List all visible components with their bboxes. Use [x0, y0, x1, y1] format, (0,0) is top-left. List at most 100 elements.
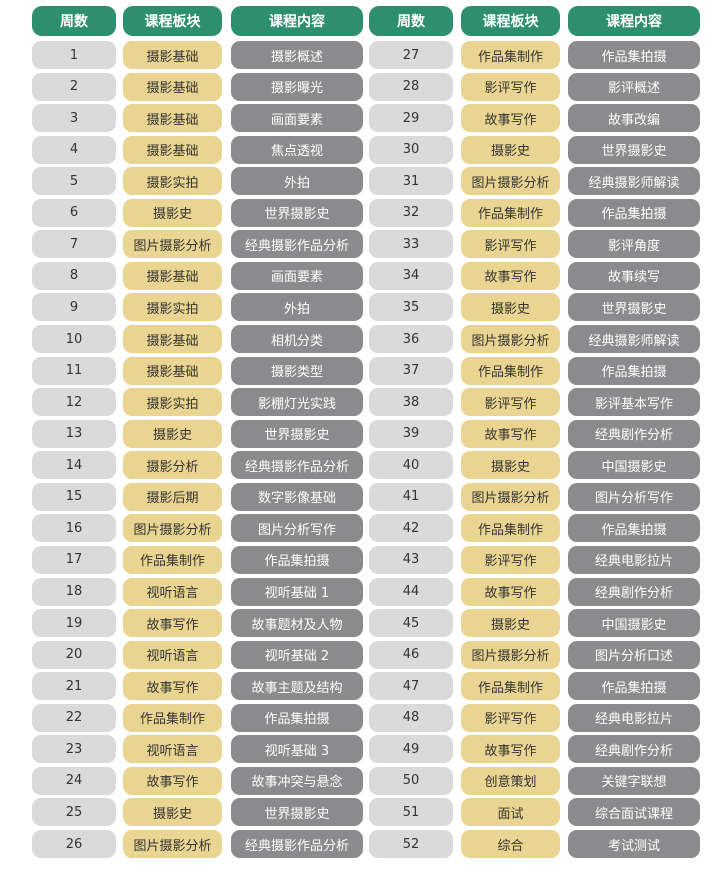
week-cell: 14 — [32, 451, 116, 480]
content-cell: 故事改编 — [568, 104, 700, 133]
content-cell: 世界摄影史 — [231, 798, 363, 827]
week-cell: 7 — [32, 230, 116, 259]
week-cell: 24 — [32, 766, 116, 795]
content-cell: 经典摄影作品分析 — [231, 230, 363, 259]
module-cell: 摄影史 — [123, 198, 222, 227]
content-cell: 中国摄影史 — [568, 609, 700, 638]
week-cell: 17 — [32, 545, 116, 574]
content-cell: 焦点透视 — [231, 135, 363, 164]
week-cell: 43 — [369, 545, 453, 574]
content-cell: 摄影曝光 — [231, 72, 363, 101]
module-cell: 摄影基础 — [123, 261, 222, 290]
week-cell: 29 — [369, 104, 453, 133]
content-cell: 世界摄影史 — [231, 419, 363, 448]
module-cell: 故事写作 — [461, 735, 560, 764]
module-cell: 摄影实拍 — [123, 388, 222, 417]
week-cell: 9 — [32, 293, 116, 322]
week-cell: 37 — [369, 356, 453, 385]
content-cell: 画面要素 — [231, 104, 363, 133]
content-cell: 作品集拍摄 — [568, 514, 700, 543]
module-cell: 影评写作 — [461, 545, 560, 574]
week-cell: 15 — [32, 482, 116, 511]
content-cell: 故事题材及人物 — [231, 609, 363, 638]
content-cell: 经典剧作分析 — [568, 577, 700, 606]
week-cell: 31 — [369, 167, 453, 196]
week-cell: 50 — [369, 766, 453, 795]
content-cell: 作品集拍摄 — [568, 41, 700, 69]
module-cell: 故事写作 — [461, 419, 560, 448]
week-cell: 44 — [369, 577, 453, 606]
module-cell: 面试 — [461, 798, 560, 827]
week-cell: 36 — [369, 325, 453, 354]
week-cell: 30 — [369, 135, 453, 164]
content-cell: 经典摄影作品分析 — [231, 830, 363, 858]
week-cell: 28 — [369, 72, 453, 101]
week-cell: 4 — [32, 135, 116, 164]
week-cell: 27 — [369, 41, 453, 69]
header-module: 课程板块 — [461, 6, 560, 36]
module-cell: 作品集制作 — [461, 356, 560, 385]
content-cell: 经典剧作分析 — [568, 735, 700, 764]
module-cell: 故事写作 — [123, 609, 222, 638]
week-cell: 40 — [369, 451, 453, 480]
week-cell: 21 — [32, 672, 116, 701]
module-cell: 摄影实拍 — [123, 167, 222, 196]
content-cell: 作品集拍摄 — [568, 672, 700, 701]
module-cell: 摄影史 — [123, 798, 222, 827]
week-cell: 41 — [369, 482, 453, 511]
module-cell: 摄影基础 — [123, 356, 222, 385]
content-cell: 影评角度 — [568, 230, 700, 259]
content-cell: 经典电影拉片 — [568, 703, 700, 732]
module-cell: 影评写作 — [461, 388, 560, 417]
content-cell: 作品集拍摄 — [231, 703, 363, 732]
content-cell: 相机分类 — [231, 325, 363, 354]
content-cell: 摄影类型 — [231, 356, 363, 385]
header-week: 周数 — [369, 6, 453, 36]
content-cell: 影棚灯光实践 — [231, 388, 363, 417]
module-cell: 创意策划 — [461, 766, 560, 795]
module-cell: 作品集制作 — [461, 672, 560, 701]
module-cell: 摄影史 — [461, 451, 560, 480]
content-cell: 作品集拍摄 — [568, 198, 700, 227]
week-cell: 1 — [32, 41, 116, 69]
module-cell: 摄影分析 — [123, 451, 222, 480]
module-cell: 故事写作 — [123, 672, 222, 701]
week-cell: 8 — [32, 261, 116, 290]
content-cell: 图片分析口述 — [568, 640, 700, 669]
module-cell: 作品集制作 — [123, 703, 222, 732]
week-cell: 34 — [369, 261, 453, 290]
week-cell: 47 — [369, 672, 453, 701]
header-week: 周数 — [32, 6, 116, 36]
week-cell: 16 — [32, 514, 116, 543]
content-cell: 作品集拍摄 — [568, 356, 700, 385]
module-cell: 摄影基础 — [123, 72, 222, 101]
content-cell: 经典剧作分析 — [568, 419, 700, 448]
week-cell: 13 — [32, 419, 116, 448]
content-cell: 经典摄影作品分析 — [231, 451, 363, 480]
module-cell: 摄影史 — [461, 293, 560, 322]
content-cell: 视听基础 3 — [231, 735, 363, 764]
content-cell: 考试测试 — [568, 830, 700, 858]
content-cell: 图片分析写作 — [231, 514, 363, 543]
week-cell: 25 — [32, 798, 116, 827]
week-cell: 18 — [32, 577, 116, 606]
module-cell: 视听语言 — [123, 735, 222, 764]
content-cell: 世界摄影史 — [568, 293, 700, 322]
week-cell: 20 — [32, 640, 116, 669]
week-cell: 38 — [369, 388, 453, 417]
content-cell: 世界摄影史 — [231, 198, 363, 227]
content-cell: 故事主题及结构 — [231, 672, 363, 701]
content-cell: 世界摄影史 — [568, 135, 700, 164]
content-cell: 摄影概述 — [231, 41, 363, 69]
module-cell: 图片摄影分析 — [461, 167, 560, 196]
module-cell: 视听语言 — [123, 640, 222, 669]
content-cell: 影评基本写作 — [568, 388, 700, 417]
content-cell: 故事冲突与悬念 — [231, 766, 363, 795]
module-cell: 摄影基础 — [123, 104, 222, 133]
module-cell: 影评写作 — [461, 703, 560, 732]
week-cell: 32 — [369, 198, 453, 227]
week-cell: 26 — [32, 830, 116, 858]
week-cell: 10 — [32, 325, 116, 354]
content-cell: 画面要素 — [231, 261, 363, 290]
week-cell: 45 — [369, 609, 453, 638]
